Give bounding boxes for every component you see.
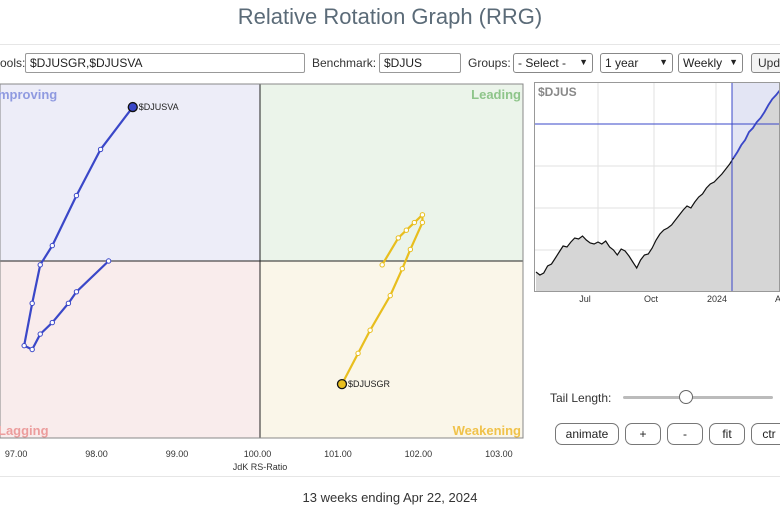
rrg-tail-point <box>73 192 80 199</box>
rrg-tail-point <box>29 346 35 353</box>
rrg-tail-point <box>49 242 55 249</box>
rrg-head-point[interactable] <box>336 378 348 390</box>
quadrant-label-lagging: Lagging <box>0 423 49 438</box>
rrg-tail-point <box>73 289 80 295</box>
rrg-tail-point <box>387 292 393 299</box>
plot-frame <box>0 83 524 439</box>
quadrant-weakening <box>260 261 523 438</box>
price-x-tick-label: Jul <box>579 294 591 304</box>
rrg-series-label: $DJUSGR <box>348 379 391 389</box>
rrg-tail-point <box>105 258 112 264</box>
x-axis-label: JdK RS-Ratio <box>233 462 288 472</box>
x-tick-label: 101.00 <box>324 449 352 459</box>
groups-select[interactable]: - Select - ▼ <box>513 53 593 73</box>
price-x-tick-label: 2024 <box>707 294 727 304</box>
symbols-label: ools: <box>0 56 26 70</box>
rrg-chart[interactable]: mproving Leading Lagging Weakening 97.00… <box>0 78 530 478</box>
benchmark-input[interactable]: $DJUS <box>379 53 461 73</box>
symbols-input[interactable]: $DJUSGR,$DJUSVA <box>25 53 305 73</box>
center-button[interactable]: ctr <box>751 423 780 445</box>
x-tick-label: 103.00 <box>485 449 513 459</box>
footer-divider <box>0 476 780 477</box>
chevron-down-icon: ▼ <box>579 57 588 67</box>
header-divider <box>0 44 780 45</box>
groups-select-value: - Select - <box>518 56 567 70</box>
period-select[interactable]: 1 year ▼ <box>600 53 673 73</box>
zoom-out-button[interactable]: - <box>667 423 703 445</box>
tail-length-slider[interactable] <box>623 396 773 399</box>
price-chart-title: $DJUS <box>538 85 577 99</box>
rrg-tail-point <box>49 319 55 326</box>
chevron-down-icon: ▼ <box>659 57 668 67</box>
rrg-tail-point <box>419 212 426 218</box>
rrg-tail-point <box>97 146 104 153</box>
page-title: Relative Rotation Graph (RRG) <box>237 4 543 29</box>
quadrant-label-weakening: Weakening <box>453 423 521 438</box>
fit-button[interactable]: fit <box>709 423 745 445</box>
animate-button[interactable]: animate <box>555 423 619 445</box>
frequency-select-value: Weekly <box>683 56 723 70</box>
rrg-tail-point <box>21 342 27 349</box>
rrg-tail-point <box>65 300 72 307</box>
groups-label: Groups: <box>468 56 511 70</box>
rrg-tail-point <box>407 246 414 253</box>
price-x-tick-label: A <box>775 294 780 304</box>
zoom-in-button[interactable]: + <box>625 423 661 445</box>
rrg-tail-point <box>37 331 43 337</box>
benchmark-price-chart: $DJUS Jul Oct 2024 A <box>534 82 780 304</box>
x-tick-label: 100.00 <box>244 449 272 459</box>
rrg-tail-point <box>411 219 418 226</box>
x-tick-label: 97.00 <box>5 449 28 459</box>
rrg-tail-point <box>37 262 43 268</box>
quadrant-leading <box>260 84 523 261</box>
frequency-select[interactable]: Weekly ▼ <box>678 53 743 73</box>
rrg-tail-point <box>395 235 401 241</box>
price-area <box>536 90 780 292</box>
quadrant-label-improving: mproving <box>0 87 57 102</box>
quadrant-lagging <box>0 261 260 438</box>
rrg-tail-point <box>29 300 35 307</box>
footer-caption: 13 weeks ending Apr 22, 2024 <box>302 490 478 505</box>
benchmark-label: Benchmark: <box>312 56 377 70</box>
quadrant-improving <box>0 84 260 261</box>
quadrant-label-leading: Leading <box>471 87 521 102</box>
x-tick-label: 102.00 <box>405 449 433 459</box>
rrg-tail-point <box>419 219 426 226</box>
x-tick-label: 98.00 <box>85 449 108 459</box>
rrg-tail-point <box>367 327 373 333</box>
x-tick-label: 99.00 <box>166 449 189 459</box>
rrg-tail-point <box>379 262 385 268</box>
rrg-tail-point <box>355 350 361 357</box>
rrg-tail-point <box>403 227 410 233</box>
tail-length-slider-handle[interactable] <box>679 390 693 404</box>
chevron-down-icon: ▼ <box>729 57 738 67</box>
update-button[interactable]: Upd <box>751 53 780 73</box>
price-line-highlight <box>732 89 780 159</box>
price-x-tick-label: Oct <box>644 294 659 304</box>
rrg-head-point[interactable] <box>127 101 138 113</box>
rrg-series-label: $DJUSVA <box>139 102 179 112</box>
period-select-value: 1 year <box>605 56 639 70</box>
tail-length-label: Tail Length: <box>550 391 612 405</box>
rrg-tail-point <box>399 265 406 272</box>
